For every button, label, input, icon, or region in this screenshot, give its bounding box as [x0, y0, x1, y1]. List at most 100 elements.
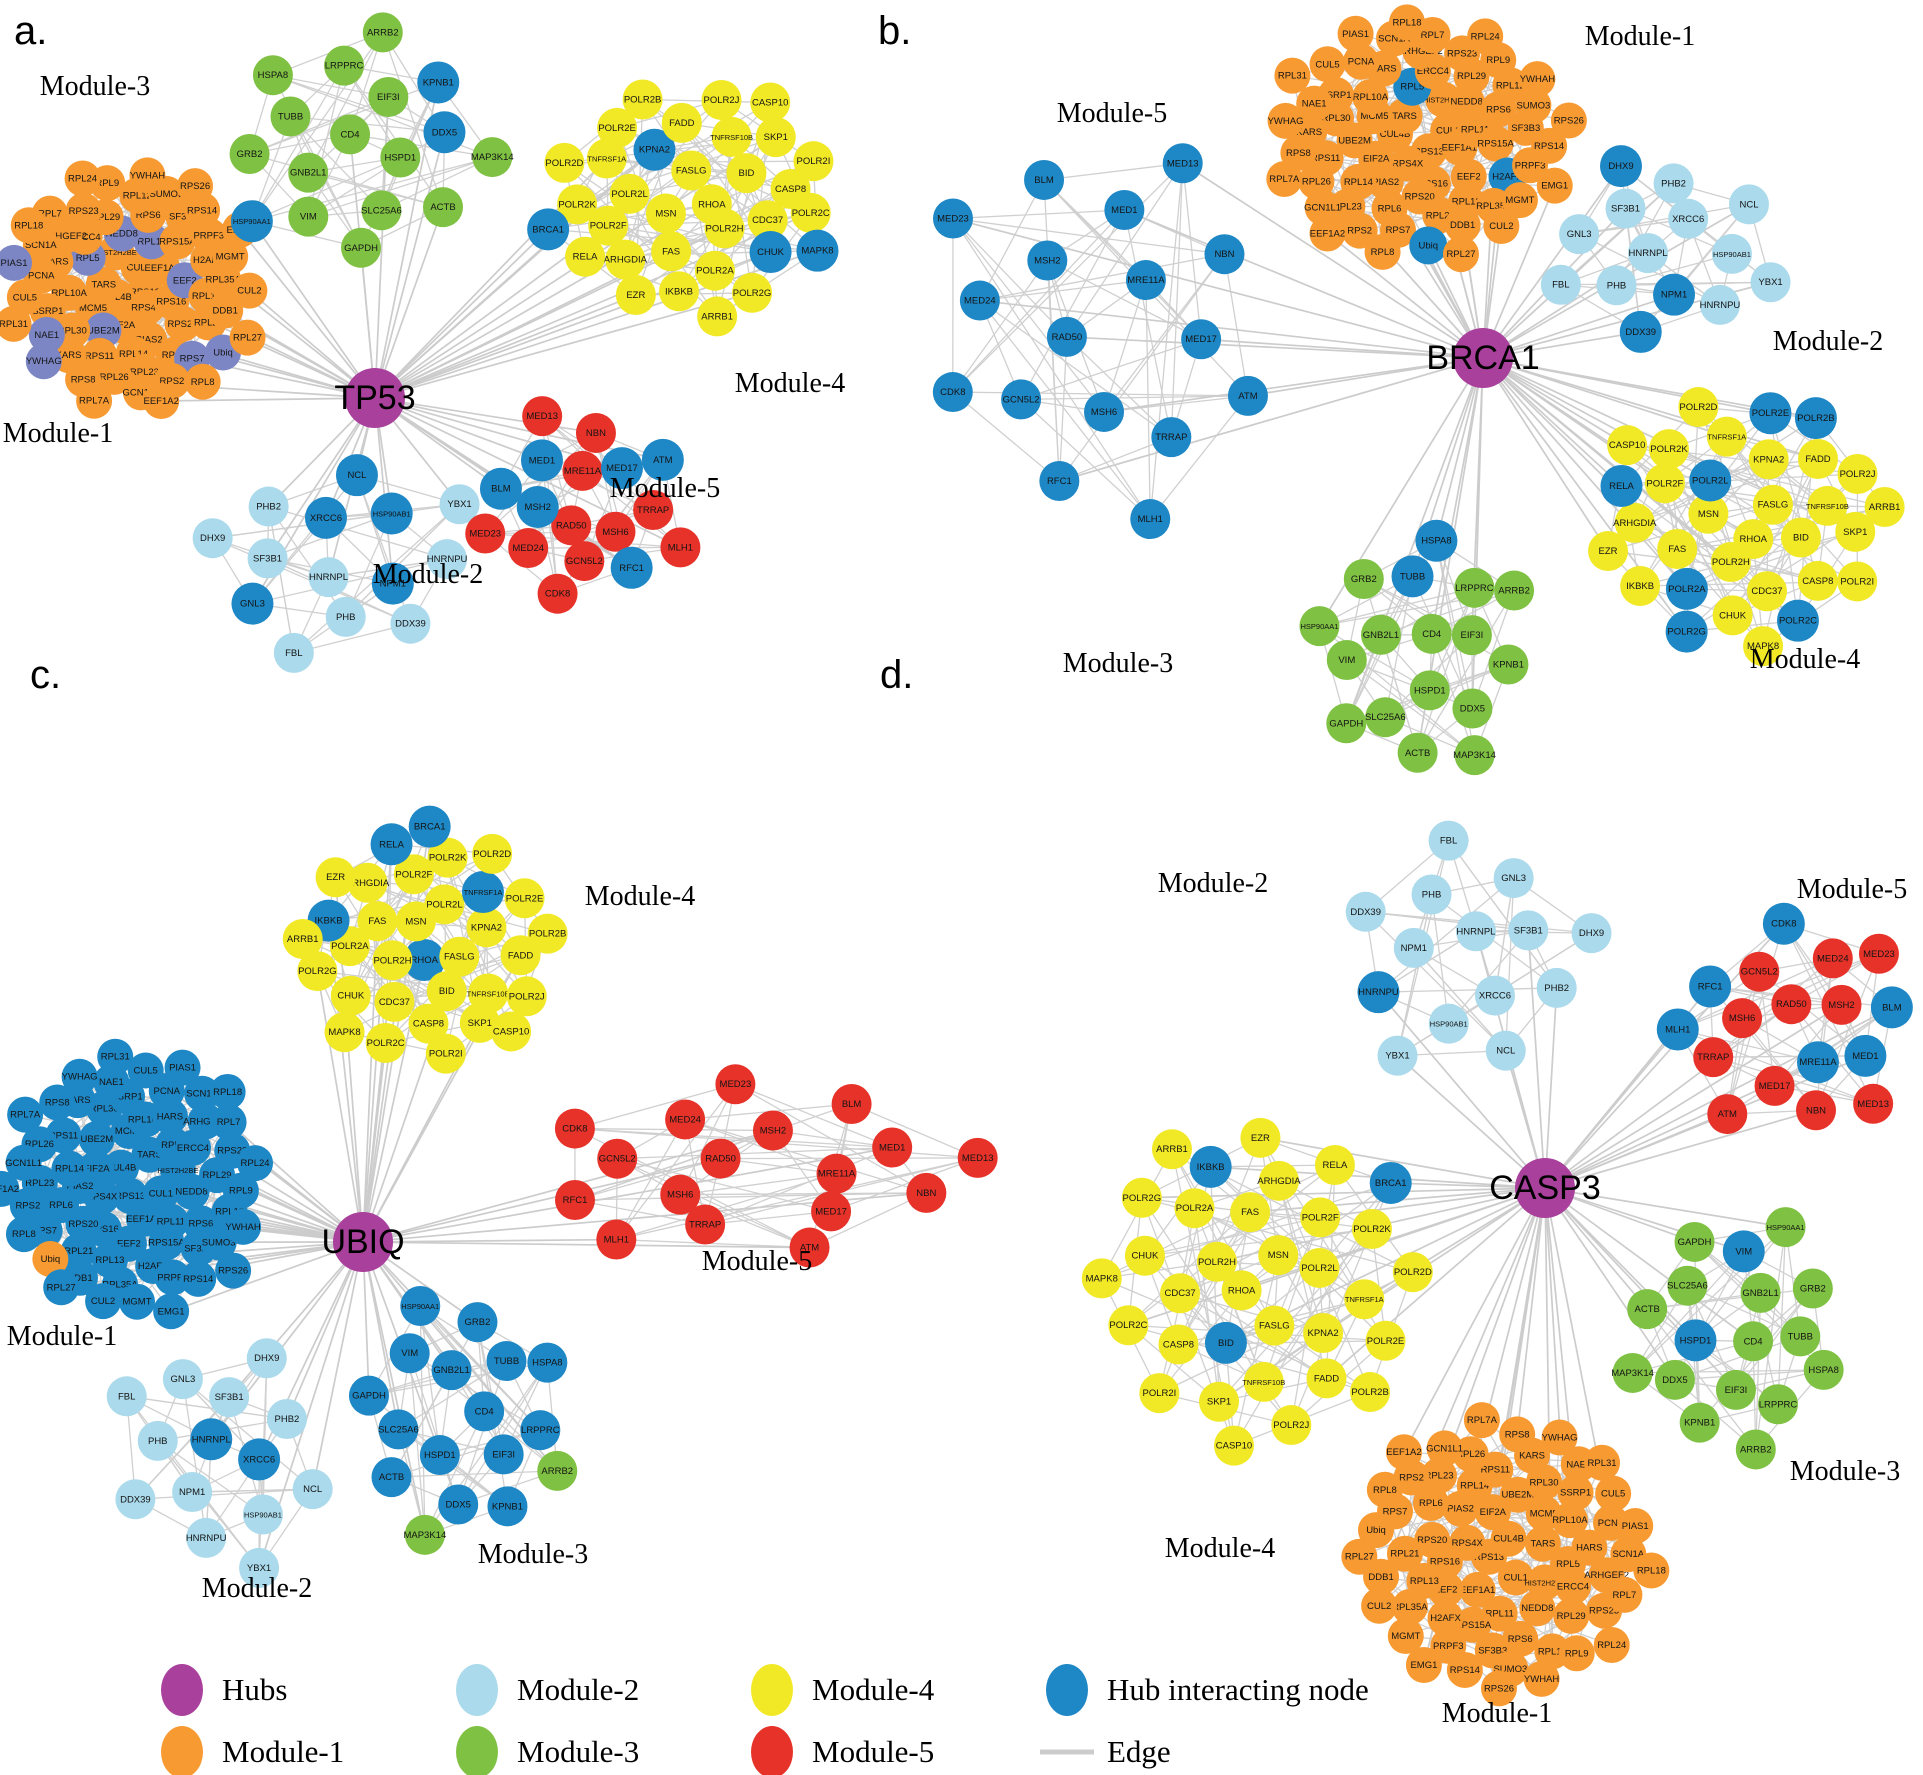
- node-MED17: MED17: [1181, 319, 1222, 360]
- node-label-CUL1: CUL1: [1504, 1573, 1528, 1584]
- node-MRE11A: MRE11A: [1796, 1041, 1839, 1084]
- node-FBL: FBL: [1428, 820, 1469, 861]
- node-label-GNB2L1: GNB2L1: [433, 1365, 469, 1376]
- node-label-POLR2L: POLR2L: [611, 189, 647, 200]
- node-label-RELA: RELA: [379, 839, 404, 850]
- node-label-GCN5L2: GCN5L2: [1003, 394, 1040, 405]
- node-label-GNL3: GNL3: [170, 1374, 195, 1385]
- node-YWHAH: YWHAH: [1523, 1660, 1560, 1697]
- node-label-RPL30: RPL30: [1322, 113, 1351, 124]
- node-CDC37: CDC37: [1160, 1273, 1201, 1314]
- node-MED1: MED1: [1844, 1034, 1887, 1077]
- legend-label-module-2: Module-2: [517, 1672, 639, 1707]
- node-DHX9: DHX9: [246, 1338, 287, 1379]
- node-CDK8: CDK8: [537, 573, 578, 614]
- node-label-MED23: MED23: [720, 1079, 752, 1090]
- node-label-PHB2: PHB2: [1661, 178, 1686, 189]
- node-POLR2J: POLR2J: [506, 976, 547, 1017]
- module-label-c-Module-3: Module-3: [478, 1539, 588, 1570]
- node-label-RPL18: RPL18: [213, 1087, 242, 1098]
- node-RPL24: RPL24: [237, 1145, 274, 1182]
- node-Ubiq: Ubiq: [32, 1240, 69, 1277]
- node-label-POLR2F: POLR2F: [395, 869, 432, 880]
- node-label-HNRNPU: HNRNPU: [1700, 300, 1741, 311]
- node-MSN: MSN: [1258, 1235, 1299, 1276]
- node-label-POLR2C: POLR2C: [1779, 616, 1817, 627]
- node-label-SF3B3: SF3B3: [1511, 123, 1540, 134]
- node-label-KPNA2: KPNA2: [1308, 1328, 1339, 1339]
- node-label-RPS7: RPS7: [1383, 1506, 1408, 1517]
- node-SKP1: SKP1: [459, 1002, 500, 1043]
- node-CUL2: CUL2: [1483, 207, 1520, 244]
- node-RPL31: RPL31: [1584, 1444, 1621, 1481]
- node-label-RPS11: RPS11: [1481, 1465, 1510, 1476]
- node-POLR2C: POLR2C: [790, 192, 831, 233]
- node-label-FBL: FBL: [285, 648, 302, 659]
- node-label-PCNA: PCNA: [28, 271, 55, 282]
- node-label-MAP3K14: MAP3K14: [1453, 750, 1496, 761]
- node-label-GRB2: GRB2: [465, 1317, 491, 1328]
- panel-letter-b: b.: [878, 9, 911, 53]
- node-label-RPL29: RPL29: [91, 212, 120, 223]
- node-label-MGMT: MGMT: [122, 1297, 151, 1308]
- node-label-ATM: ATM: [653, 455, 672, 466]
- legend-swatch-hub-interacting-node: [1046, 1664, 1088, 1716]
- node-label-RPL35A: RPL35A: [1476, 201, 1512, 212]
- node-label-MSN: MSN: [655, 208, 676, 219]
- node-RPL29: RPL29: [1553, 1597, 1590, 1634]
- node-label-DDX5: DDX5: [432, 127, 457, 138]
- node-label-GCN1L1: GCN1L1: [1426, 1443, 1463, 1454]
- node-label-TRRAP: TRRAP: [689, 1220, 721, 1231]
- node-label-CD4: CD4: [475, 1406, 494, 1417]
- node-RPL8: RPL8: [1366, 1471, 1403, 1508]
- node-label-RPL11: RPL11: [137, 236, 165, 247]
- node-label-YWHAG: YWHAG: [1268, 116, 1304, 127]
- node-label-H2AFX: H2AFX: [1430, 1613, 1461, 1624]
- node-label-RPL12: RPL12: [215, 1207, 244, 1218]
- node-MSH6: MSH6: [660, 1174, 701, 1215]
- node-label-HIST2H2BE: HIST2H2BE: [1423, 96, 1464, 105]
- node-label-RFC1: RFC1: [619, 563, 644, 574]
- node-label-SUMO3: SUMO3: [202, 1238, 236, 1249]
- node-label-RPL7: RPL7: [1421, 30, 1445, 41]
- node-DDX5: DDX5: [1452, 688, 1493, 729]
- node-label-MLH1: MLH1: [1138, 514, 1163, 525]
- node-label-MAPK8: MAPK8: [801, 246, 833, 257]
- node-RPL8: RPL8: [5, 1216, 42, 1253]
- node-NPM1: NPM1: [172, 1472, 213, 1513]
- node-RPS26: RPS26: [1550, 102, 1587, 139]
- node-label-TARS: TARS: [91, 280, 116, 291]
- node-label-NAE1: NAE1: [34, 330, 59, 341]
- node-label-ARRB1: ARRB1: [1156, 1144, 1188, 1155]
- node-ARRB1: ARRB1: [1151, 1129, 1192, 1170]
- node-SLC25A6: SLC25A6: [1667, 1265, 1708, 1306]
- node-NEDD8: NEDD8: [1519, 1590, 1556, 1627]
- node-RPL9: RPL9: [222, 1172, 259, 1209]
- node-POLR2F: POLR2F: [1644, 463, 1685, 504]
- node-ARHGDIA: ARHGDIA: [1257, 1160, 1301, 1201]
- node-RPL8: RPL8: [184, 363, 221, 400]
- node-label-RPS23: RPS23: [217, 1146, 247, 1157]
- node-CDK8: CDK8: [1762, 902, 1805, 945]
- node-MED23: MED23: [932, 198, 973, 239]
- node-MAPK8: MAPK8: [796, 229, 839, 272]
- node-label-RAD50: RAD50: [1776, 999, 1807, 1010]
- legend-label-module-3: Module-3: [517, 1734, 639, 1769]
- node-POLR2K: POLR2K: [1351, 1209, 1392, 1250]
- node-label-SKP1: SKP1: [1207, 1397, 1231, 1408]
- node-label-EEF1A2: EEF1A2: [1386, 1447, 1421, 1458]
- node-label-ARRB2: ARRB2: [367, 27, 399, 38]
- node-label-LRPPRC: LRPPRC: [325, 61, 364, 72]
- node-label-TNFRSF10B: TNFRSF10B: [1806, 502, 1849, 511]
- node-label-BLM: BLM: [842, 1099, 862, 1110]
- node-label-NBN: NBN: [916, 1188, 936, 1199]
- node-label-POLR2H: POLR2H: [1198, 1257, 1236, 1268]
- node-RFC1: RFC1: [1039, 461, 1080, 502]
- node-label-KPNB1: KPNB1: [1684, 1418, 1715, 1429]
- node-label-ACTB: ACTB: [1635, 1304, 1660, 1315]
- node-label-POLR2H: POLR2H: [373, 955, 411, 966]
- node-label-HSPD1: HSPD1: [424, 1450, 456, 1461]
- node-NPM1: NPM1: [371, 562, 414, 605]
- node-EEF1A2: EEF1A2: [1309, 215, 1346, 252]
- node-EZR: EZR: [315, 857, 356, 898]
